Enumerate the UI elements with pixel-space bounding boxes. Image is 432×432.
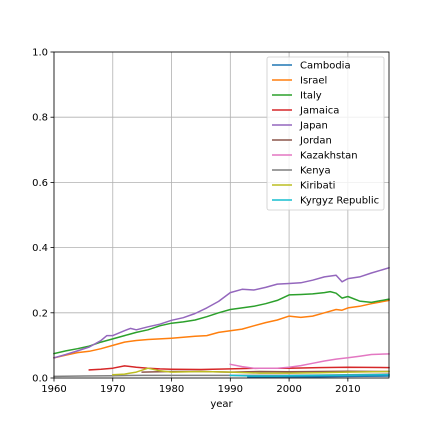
y-tick-label: 0.4 bbox=[32, 243, 48, 254]
y-tick-label: 0.8 bbox=[32, 113, 48, 124]
x-tick-label: 2000 bbox=[276, 384, 301, 395]
plot-area-frame bbox=[53, 51, 390, 379]
legend-label-kenya: Kenya bbox=[300, 166, 331, 177]
y-tick-label: 0.0 bbox=[32, 374, 48, 385]
legend-label-kyrgyz-republic: Kyrgyz Republic bbox=[300, 196, 379, 207]
x-tick-label: 2010 bbox=[335, 384, 360, 395]
series-line-japan bbox=[53, 266, 390, 359]
series-line-kyrgyz-republic bbox=[229, 373, 390, 377]
y-tick-label: 0.6 bbox=[32, 178, 48, 189]
legend-label-jamaica: Jamaica bbox=[299, 106, 339, 117]
legend-label-kiribati: Kiribati bbox=[300, 181, 335, 192]
series-line-israel bbox=[53, 299, 390, 359]
axis-ticks: 1960 1970 1980 1990 2000 2010 0.0 0.2 0.4 0.6 0.8 1… bbox=[32, 48, 360, 396]
x-axis-label: year bbox=[210, 399, 233, 410]
x-tick-label: 1990 bbox=[218, 384, 243, 395]
series-line-kiribati bbox=[112, 367, 390, 376]
series-lines bbox=[53, 266, 390, 378]
legend: Cambodia Israel Italy Jamaica Japan Jordan Kaz… bbox=[266, 56, 385, 211]
series-line-cambodia bbox=[247, 375, 390, 378]
legend-label-jordan: Jordan bbox=[299, 136, 332, 147]
legend-label-italy: Italy bbox=[300, 91, 322, 102]
series-line-kazakhstan bbox=[229, 353, 390, 369]
x-tick-label: 1980 bbox=[159, 384, 184, 395]
y-tick-label: 1.0 bbox=[32, 48, 48, 59]
legend-label-kazakhstan: Kazakhstan bbox=[300, 151, 358, 162]
legend-box bbox=[266, 56, 385, 211]
legend-label-japan: Japan bbox=[299, 121, 328, 132]
x-tick-label: 1960 bbox=[41, 384, 66, 395]
legend-label-israel: Israel bbox=[300, 76, 327, 87]
x-tick-label: 1970 bbox=[100, 384, 125, 395]
legend-label-cambodia: Cambodia bbox=[300, 61, 351, 72]
y-tick-label: 0.2 bbox=[32, 308, 48, 319]
series-line-jamaica bbox=[88, 365, 390, 371]
series-line-italy bbox=[53, 290, 390, 355]
